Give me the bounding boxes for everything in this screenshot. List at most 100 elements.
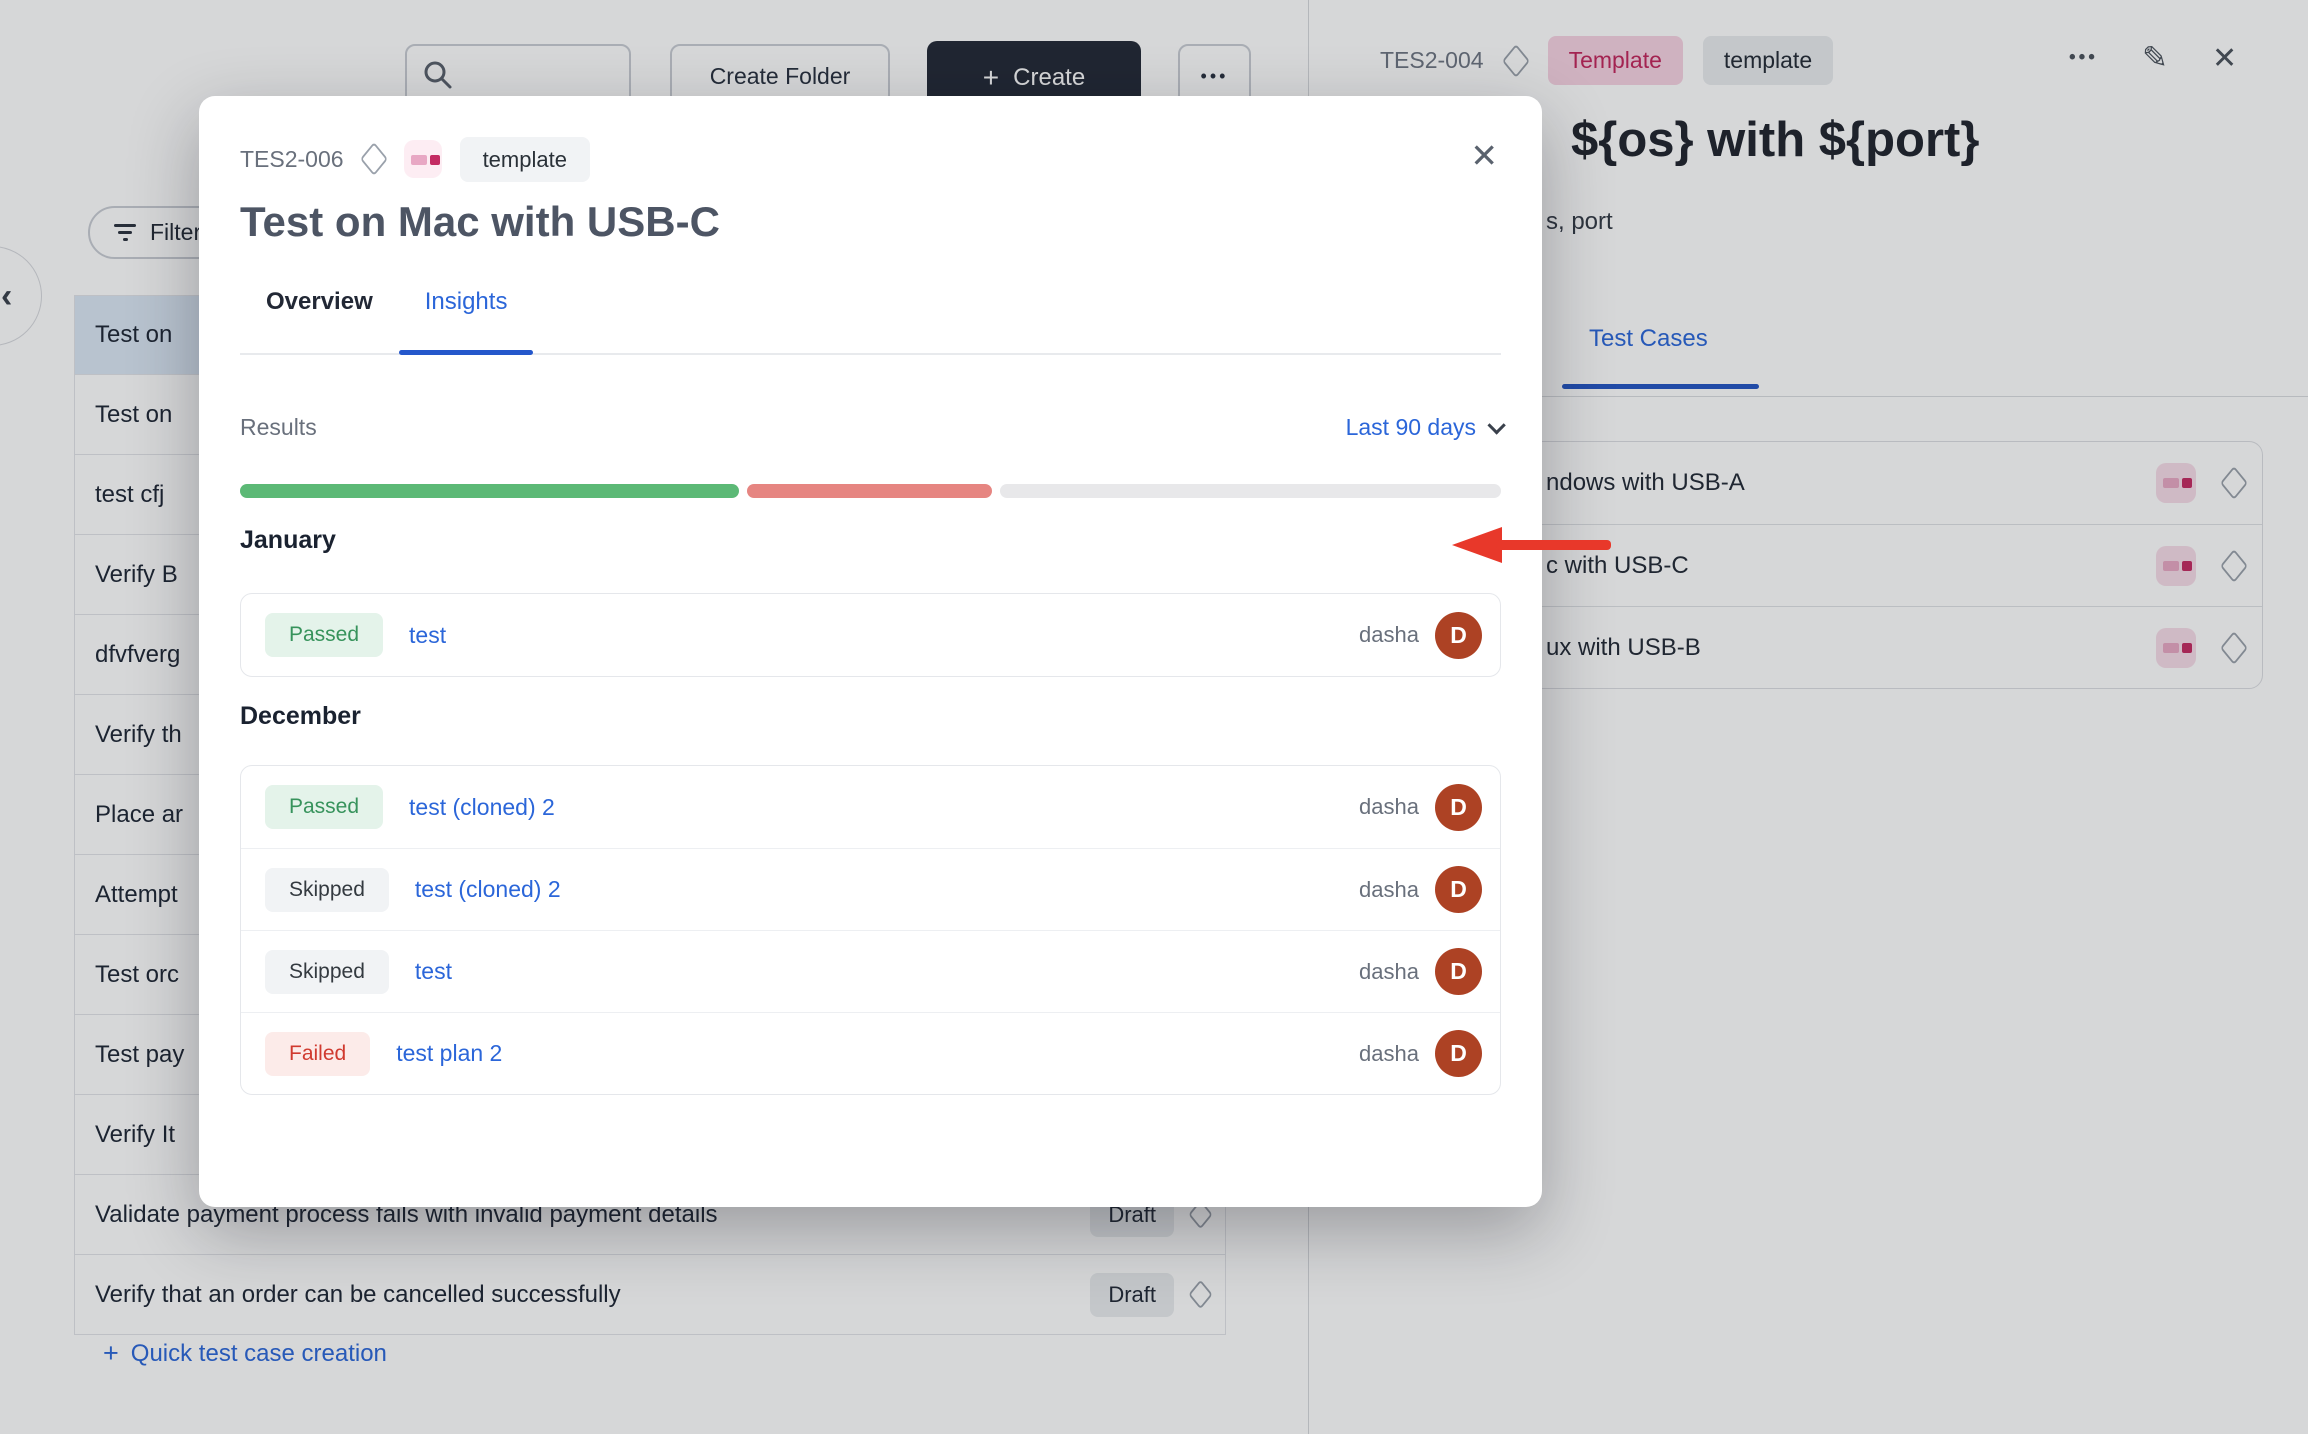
status-badge: Failed xyxy=(265,1031,371,1076)
user-name: dasha xyxy=(1359,622,1419,647)
results-card-january: Passed test dasha D xyxy=(240,593,1501,677)
modal-header: TES2-006 template xyxy=(240,136,590,182)
list-item[interactable]: ndows with USB-A xyxy=(1356,442,2262,524)
tab-test-cases[interactable]: Test Cases xyxy=(1589,325,1708,352)
results-progress-bar xyxy=(240,484,1501,498)
result-row: Skipped test (cloned) 2 dasha D xyxy=(241,848,1500,930)
filter-icon xyxy=(114,220,136,245)
tag-badge: template xyxy=(459,136,590,182)
case-title: Verify B xyxy=(95,560,178,588)
active-tab-underline xyxy=(398,350,534,355)
user-name: dasha xyxy=(1359,876,1419,902)
create-label: Create xyxy=(1013,64,1086,91)
ellipsis-icon: ••• xyxy=(1200,65,1229,86)
period-label: Last 90 days xyxy=(1345,414,1476,440)
status-badge: Draft xyxy=(1090,1272,1174,1317)
avatar[interactable]: D xyxy=(1435,611,1482,659)
avatar[interactable]: D xyxy=(1435,783,1482,831)
pink-tag-icon xyxy=(2156,545,2196,586)
avatar[interactable]: D xyxy=(1435,1030,1482,1077)
divider xyxy=(1309,396,2308,397)
case-title: Test pay xyxy=(95,1040,185,1068)
case-id: TES2-004 xyxy=(1380,47,1484,73)
case-title: Verify that an order can be cancelled su… xyxy=(95,1280,621,1308)
list-item[interactable]: ux with USB-B xyxy=(1356,606,2262,688)
month-heading: January xyxy=(240,526,336,554)
run-link[interactable]: test xyxy=(409,621,447,648)
run-link[interactable]: test (cloned) 2 xyxy=(409,793,555,820)
red-arrow-annotation xyxy=(1452,527,1611,563)
case-title: Verify It xyxy=(95,1120,176,1148)
drawer-actions: ••• ✎ ✕ xyxy=(2069,40,2237,76)
drawer-header: TES2-004 Template template xyxy=(1380,36,1834,85)
period-dropdown[interactable]: Last 90 days xyxy=(1345,414,1506,441)
result-row: Skipped test dasha D xyxy=(241,930,1500,1012)
drawer-subtitle: s, port xyxy=(1546,208,1613,235)
table-row[interactable]: Verify that an order can be cancelled su… xyxy=(74,1255,1226,1335)
tab-insights[interactable]: Insights xyxy=(398,288,534,355)
quick-create-label: Quick test case creation xyxy=(130,1339,387,1367)
avatar[interactable]: D xyxy=(1435,948,1482,995)
status-badge: Skipped xyxy=(265,949,389,994)
month-heading: December xyxy=(240,702,361,730)
close-icon[interactable]: ✕ xyxy=(2211,41,2238,75)
avatar[interactable]: D xyxy=(1435,866,1482,913)
progress-rest xyxy=(999,484,1501,498)
plus-icon: + xyxy=(103,1338,119,1368)
drawer-title: ${os} with ${port} xyxy=(1571,113,1980,167)
pink-tag-icon xyxy=(2156,627,2196,668)
filter-label: Filter xyxy=(150,219,202,245)
progress-passed xyxy=(240,484,740,498)
insights-modal: TES2-006 template ✕ Test on Mac with USB… xyxy=(199,96,1542,1207)
results-label: Results xyxy=(240,414,317,440)
case-title: Test on xyxy=(95,400,173,428)
status-badge: Passed xyxy=(265,785,384,829)
case-title: test cfj xyxy=(95,480,165,508)
tab-underline xyxy=(1562,384,1759,389)
tab-overview[interactable]: Overview xyxy=(266,288,373,315)
create-folder-label: Create Folder xyxy=(709,62,851,89)
case-title: Attempt xyxy=(95,880,178,908)
pink-tag-icon xyxy=(2156,463,2196,503)
results-header: Results Last 90 days xyxy=(240,414,1506,441)
tag-badge: template xyxy=(1702,36,1834,85)
search-box[interactable] xyxy=(405,44,631,106)
result-row: Failed test plan 2 dasha D xyxy=(241,1012,1500,1094)
modal-tabs: Overview Insights xyxy=(240,288,1501,355)
search-icon xyxy=(424,61,452,89)
chevron-down-icon xyxy=(1487,416,1506,435)
close-icon[interactable]: ✕ xyxy=(1470,137,1498,174)
status-badge: Skipped xyxy=(265,867,389,912)
result-row: Passed test dasha D xyxy=(241,594,1500,676)
run-link[interactable]: test plan 2 xyxy=(396,1040,503,1066)
case-title: ndows with USB-A xyxy=(1546,469,1745,496)
run-link[interactable]: test (cloned) 2 xyxy=(414,876,561,902)
template-badge: Template xyxy=(1547,36,1683,85)
case-title: Verify th xyxy=(95,720,182,748)
user-name: dasha xyxy=(1359,958,1419,984)
pink-tag-icon xyxy=(403,140,442,178)
case-id: TES2-006 xyxy=(240,145,344,172)
plus-icon: + xyxy=(982,62,1000,93)
case-title: c with USB-C xyxy=(1546,551,1689,579)
modal-title: Test on Mac with USB-C xyxy=(240,198,720,245)
quick-test-case-creation-link[interactable]: + Quick test case creation xyxy=(103,1338,387,1369)
ellipsis-icon[interactable]: ••• xyxy=(2069,47,2098,68)
user-name: dasha xyxy=(1359,794,1419,819)
run-link[interactable]: test xyxy=(414,958,452,984)
case-title: dfvfverg xyxy=(95,640,181,668)
list-item[interactable]: c with USB-C xyxy=(1356,524,2262,606)
chevron-left-icon: ‹ xyxy=(1,277,13,315)
user-name: dasha xyxy=(1359,1040,1419,1066)
case-title: Place ar xyxy=(95,800,184,828)
result-row: Passed test (cloned) 2 dasha D xyxy=(241,766,1500,848)
progress-failed xyxy=(747,484,992,498)
case-title: Test on xyxy=(95,321,173,348)
case-title: Test orc xyxy=(95,960,180,988)
edit-icon[interactable]: ✎ xyxy=(2141,40,2168,75)
search-input[interactable] xyxy=(465,62,605,88)
status-badge: Passed xyxy=(265,613,384,657)
diamond-icon[interactable] xyxy=(359,142,388,176)
results-card-december: Passed test (cloned) 2 dasha D Skipped t… xyxy=(240,765,1501,1095)
